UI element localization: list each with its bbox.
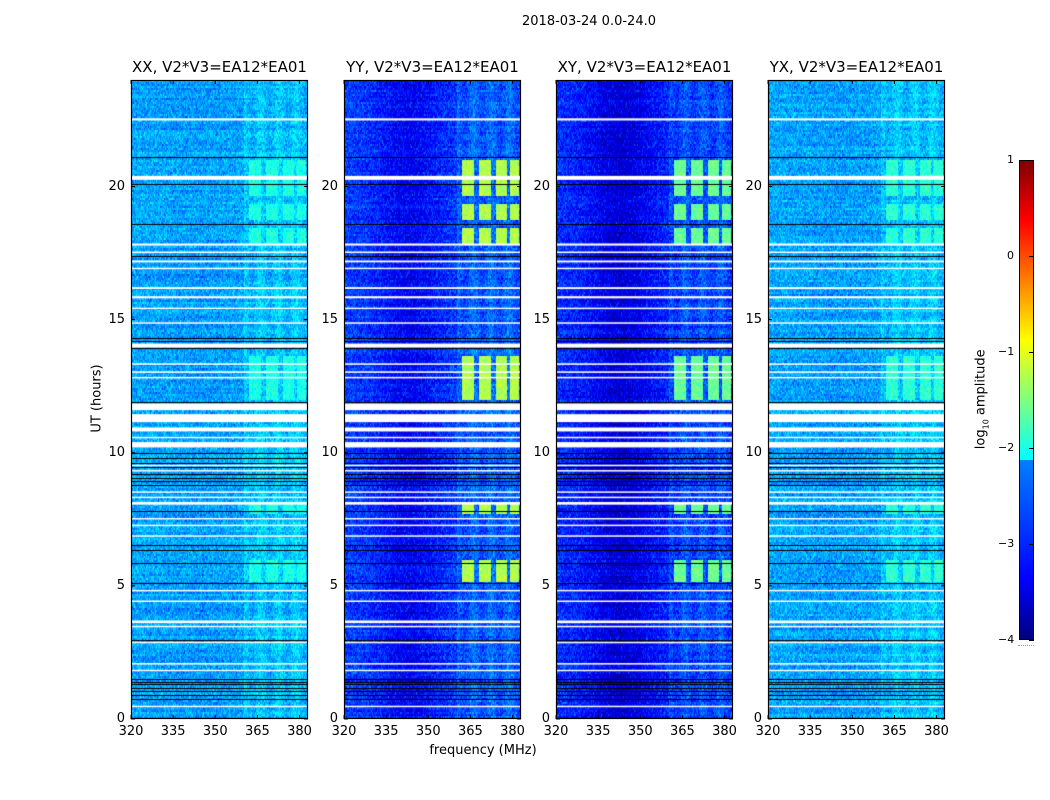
x-tick-label: 365 (245, 724, 270, 739)
figure-title: 2018-03-24 0.0-24.0 (522, 14, 656, 29)
y-tick-label: 20 (533, 178, 550, 194)
axes-frame (767, 79, 946, 720)
axes-border (767, 79, 946, 720)
y-tick-label: 0 (541, 711, 550, 726)
x-tick-label: 335 (585, 724, 611, 739)
x-tick-label: 350 (202, 724, 228, 739)
panel-title: XY, V2*V3=EA12*EA01 (557, 58, 732, 76)
x-tick-label: 365 (670, 724, 695, 739)
y-tick-label: 0 (753, 711, 762, 726)
y-tick-label: 20 (321, 178, 338, 194)
y-tick-label: 5 (541, 577, 550, 593)
x-tick-label: 320 (331, 724, 357, 739)
heatmap-image (556, 80, 733, 719)
y-tick-label: 10 (321, 444, 338, 460)
x-tick-label: 335 (797, 724, 823, 739)
x-tick-label: 380 (287, 724, 312, 739)
x-tick-label: 350 (415, 724, 441, 739)
y-tick-label: 0 (329, 711, 338, 726)
colorbar-tick-mark (1029, 640, 1034, 641)
colorbar-tick-label: 0 (1007, 249, 1014, 262)
axes-border (555, 79, 734, 720)
axes-border (343, 79, 522, 720)
x-tick-label: 380 (712, 724, 737, 739)
x-tick-label: 365 (458, 724, 483, 739)
y-tick-label: 15 (321, 311, 338, 327)
y-tick-label: 10 (108, 444, 125, 460)
x-tick-label: 350 (627, 724, 653, 739)
y-tick-label: 20 (108, 178, 125, 194)
panel-title: YX, V2*V3=EA12*EA01 (769, 58, 944, 76)
x-axis-label: frequency (MHz) (429, 743, 537, 758)
y-tick-label: 20 (745, 178, 762, 194)
colorbar-tick-mark (1029, 448, 1034, 449)
axes-frame (130, 79, 309, 720)
heatmap-image (344, 80, 521, 719)
x-tick-label: 365 (882, 724, 907, 739)
colorbar-tick-label: −1 (998, 345, 1015, 358)
colorbar-tick-label: −2 (998, 441, 1015, 454)
spectrogram-panel-4: YX, V2*V3=EA12*EA01 320 335 350 365 380 0 5 10 15… (745, 58, 949, 739)
x-tick-label: 320 (755, 724, 781, 739)
spectrogram-panel-1: XX, V2*V3=EA12*EA01 320 335 350 365 380 0 5 10 15… (108, 58, 312, 739)
axes-frame (555, 79, 734, 720)
x-tick-label: 350 (839, 724, 865, 739)
x-tick-label: 335 (160, 724, 186, 739)
y-axis-label: UT (hours) (89, 364, 105, 433)
x-tick-label: 380 (500, 724, 525, 739)
y-tick-label: 10 (533, 444, 550, 460)
y-tick-label: 15 (533, 311, 550, 327)
y-tick-label: 5 (753, 577, 762, 593)
axes-frame (343, 79, 522, 720)
y-tick-label: 15 (108, 311, 125, 327)
heatmap-image (131, 80, 308, 719)
panel-title: XX, V2*V3=EA12*EA01 (132, 58, 307, 76)
spectrogram-panel-3: XY, V2*V3=EA12*EA01 320 335 350 365 380 0 5 10 15… (533, 58, 737, 739)
colorbar-extension-marker (1018, 645, 1034, 646)
colorbar-tick-mark (1029, 544, 1034, 545)
colorbar-label: log10 amplitude (973, 349, 991, 450)
colorbar-tick-mark (1029, 160, 1034, 161)
y-tick-label: 5 (329, 577, 338, 593)
panel-title: YY, V2*V3=EA12*EA01 (346, 58, 519, 76)
colorbar-tick-label: −3 (998, 537, 1015, 550)
heatmap-image (768, 80, 945, 719)
colorbar-tick-label: −4 (998, 633, 1015, 646)
x-tick-label: 335 (373, 724, 399, 739)
colorbar-tick-mark (1029, 352, 1034, 353)
y-tick-label: 15 (745, 311, 762, 327)
spectrogram-panel-2: YY, V2*V3=EA12*EA01 320 335 350 365 380 0 5 10 15… (321, 58, 525, 739)
colorbar-tick-mark (1029, 256, 1034, 257)
axes-border (130, 79, 309, 720)
colorbar-tick-label: 1 (1007, 153, 1014, 166)
x-tick-label: 380 (924, 724, 949, 739)
y-tick-label: 0 (116, 711, 125, 726)
x-tick-label: 320 (118, 724, 144, 739)
colorbar (1019, 160, 1034, 640)
y-tick-label: 10 (745, 444, 762, 460)
x-tick-label: 320 (543, 724, 569, 739)
y-tick-label: 5 (116, 577, 125, 593)
